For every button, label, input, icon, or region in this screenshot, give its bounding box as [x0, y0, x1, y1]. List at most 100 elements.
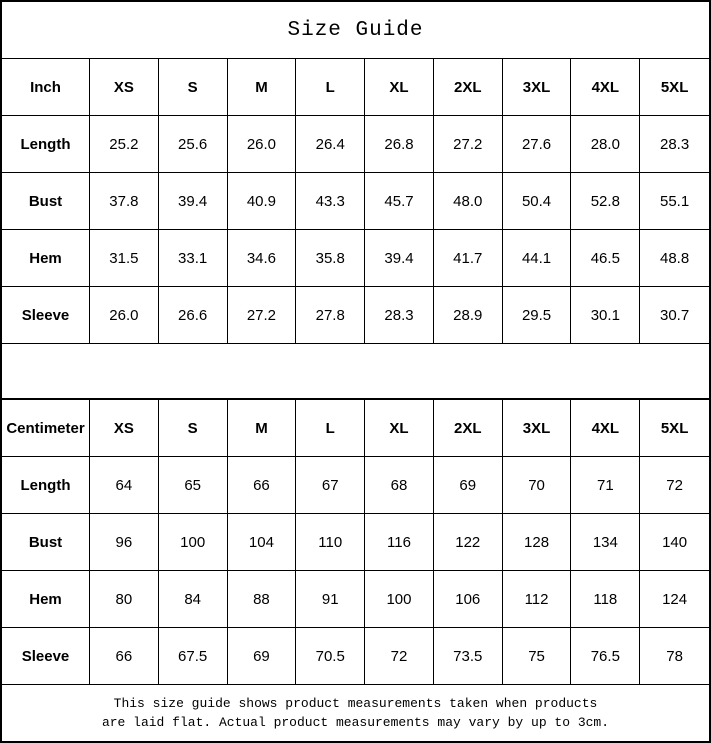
measurement-value-cell: 100 [158, 514, 228, 571]
measurement-value-cell: 118 [571, 571, 641, 628]
size-header-cell: 5XL [640, 400, 709, 457]
measurement-value-cell: 70 [502, 457, 572, 514]
measurement-value-cell: 124 [640, 571, 709, 628]
measurement-value-cell: 84 [158, 571, 228, 628]
measurement-value-cell: 66 [227, 457, 297, 514]
size-header-cell: 3XL [502, 59, 572, 116]
measurement-value-cell: 44.1 [502, 230, 572, 287]
measurement-value-cell: 80 [90, 571, 159, 628]
size-header-cell: XS [90, 59, 159, 116]
measurement-value-cell: 26.4 [296, 116, 366, 173]
measurement-value-cell: 35.8 [296, 230, 366, 287]
size-header-cell: 4XL [571, 400, 641, 457]
measurement-value-cell: 34.6 [227, 230, 297, 287]
measurement-value-cell: 65 [158, 457, 228, 514]
footer-note: This size guide shows product measuremen… [2, 685, 709, 741]
spacer-row [2, 344, 709, 400]
measurement-value-cell: 31.5 [90, 230, 159, 287]
size-header-cell: 5XL [640, 59, 709, 116]
measurement-value-cell: 28.3 [640, 116, 709, 173]
measurement-value-cell: 39.4 [158, 173, 228, 230]
measurement-value-cell: 25.2 [90, 116, 159, 173]
measurement-value-cell: 72 [640, 457, 709, 514]
measurement-label-cell: Bust [2, 173, 90, 230]
measurement-value-cell: 67.5 [158, 628, 228, 685]
measurement-value-cell: 75 [502, 628, 572, 685]
measurement-value-cell: 67 [296, 457, 366, 514]
size-header-cell: XL [365, 400, 434, 457]
inch-table: Inch XS S M L XL 2XL 3XL 4XL 5XL Length 25.2 25.6 26.… [2, 59, 709, 344]
unit-header-cell: Centimeter [2, 400, 90, 457]
measurement-value-cell: 55.1 [640, 173, 709, 230]
measurement-value-cell: 88 [227, 571, 297, 628]
size-header-cell: M [227, 400, 297, 457]
size-header-cell: L [296, 400, 366, 457]
measurement-value-cell: 104 [227, 514, 297, 571]
measurement-value-cell: 48.0 [433, 173, 503, 230]
size-header-cell: 3XL [502, 400, 572, 457]
size-header-cell: L [296, 59, 366, 116]
measurement-value-cell: 28.9 [433, 287, 503, 344]
size-header-cell: XL [365, 59, 434, 116]
measurement-label-cell: Hem [2, 571, 90, 628]
measurement-value-cell: 52.8 [571, 173, 641, 230]
measurement-value-cell: 40.9 [227, 173, 297, 230]
measurement-value-cell: 69 [227, 628, 297, 685]
measurement-label-cell: Sleeve [2, 287, 90, 344]
measurement-value-cell: 27.8 [296, 287, 366, 344]
measurement-value-cell: 50.4 [502, 173, 572, 230]
measurement-value-cell: 26.0 [227, 116, 297, 173]
measurement-value-cell: 122 [433, 514, 503, 571]
measurement-value-cell: 96 [90, 514, 159, 571]
centimeter-table: Centimeter XS S M L XL 2XL 3XL 4XL 5XL Length 64 65 6… [2, 400, 709, 685]
measurement-value-cell: 41.7 [433, 230, 503, 287]
measurement-value-cell: 39.4 [365, 230, 434, 287]
measurement-value-cell: 46.5 [571, 230, 641, 287]
page-title: Size Guide [2, 2, 709, 59]
measurement-value-cell: 28.3 [365, 287, 434, 344]
measurement-value-cell: 106 [433, 571, 503, 628]
measurement-value-cell: 78 [640, 628, 709, 685]
measurement-value-cell: 71 [571, 457, 641, 514]
measurement-value-cell: 69 [433, 457, 503, 514]
measurement-value-cell: 64 [90, 457, 159, 514]
measurement-value-cell: 112 [502, 571, 572, 628]
size-header-cell: XS [90, 400, 159, 457]
measurement-value-cell: 91 [296, 571, 366, 628]
measurement-value-cell: 27.6 [502, 116, 572, 173]
measurement-label-cell: Hem [2, 230, 90, 287]
measurement-value-cell: 33.1 [158, 230, 228, 287]
measurement-value-cell: 110 [296, 514, 366, 571]
measurement-value-cell: 134 [571, 514, 641, 571]
size-header-cell: 2XL [433, 59, 503, 116]
measurement-value-cell: 30.7 [640, 287, 709, 344]
size-header-cell: M [227, 59, 297, 116]
measurement-value-cell: 128 [502, 514, 572, 571]
unit-header-cell: Inch [2, 59, 90, 116]
measurement-label-cell: Length [2, 457, 90, 514]
measurement-value-cell: 68 [365, 457, 434, 514]
measurement-value-cell: 100 [365, 571, 434, 628]
footer-note-line-2: are laid flat. Actual product measuremen… [101, 715, 610, 730]
measurement-value-cell: 116 [365, 514, 434, 571]
measurement-value-cell: 76.5 [571, 628, 641, 685]
measurement-value-cell: 27.2 [227, 287, 297, 344]
measurement-value-cell: 43.3 [296, 173, 366, 230]
measurement-value-cell: 45.7 [365, 173, 434, 230]
measurement-label-cell: Sleeve [2, 628, 90, 685]
measurement-label-cell: Bust [2, 514, 90, 571]
measurement-value-cell: 66 [90, 628, 159, 685]
size-header-cell: S [158, 400, 228, 457]
measurement-value-cell: 25.6 [158, 116, 228, 173]
size-header-cell: 2XL [433, 400, 503, 457]
measurement-value-cell: 29.5 [502, 287, 572, 344]
measurement-value-cell: 37.8 [90, 173, 159, 230]
measurement-value-cell: 27.2 [433, 116, 503, 173]
measurement-label-cell: Length [2, 116, 90, 173]
size-header-cell: S [158, 59, 228, 116]
measurement-value-cell: 28.0 [571, 116, 641, 173]
measurement-value-cell: 26.8 [365, 116, 434, 173]
measurement-value-cell: 26.6 [158, 287, 228, 344]
measurement-value-cell: 30.1 [571, 287, 641, 344]
footer-note-line-1: This size guide shows product measuremen… [113, 696, 598, 711]
